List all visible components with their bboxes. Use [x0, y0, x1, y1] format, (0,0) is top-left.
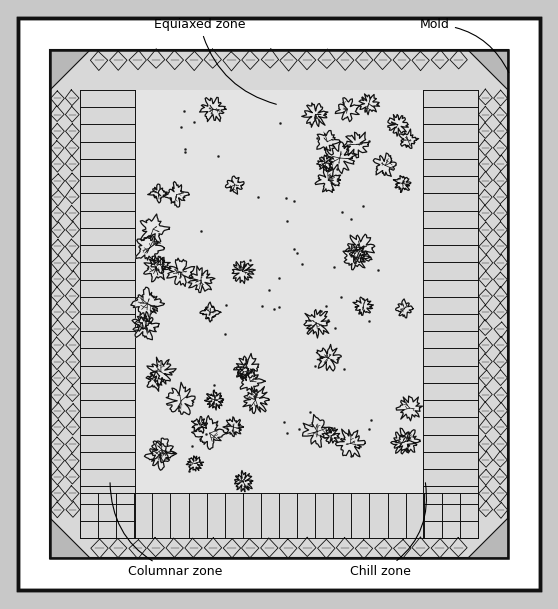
Polygon shape	[322, 428, 340, 443]
Polygon shape	[243, 387, 269, 414]
Polygon shape	[399, 129, 418, 149]
Polygon shape	[136, 234, 164, 261]
Polygon shape	[145, 441, 177, 470]
Polygon shape	[373, 153, 396, 177]
Polygon shape	[167, 258, 195, 286]
Polygon shape	[234, 471, 253, 492]
Polygon shape	[393, 175, 411, 192]
Polygon shape	[223, 417, 243, 437]
Polygon shape	[468, 518, 508, 558]
Polygon shape	[143, 256, 171, 282]
Polygon shape	[50, 50, 90, 90]
Bar	[50, 50, 508, 558]
Polygon shape	[396, 396, 422, 421]
Polygon shape	[186, 456, 204, 471]
Polygon shape	[349, 244, 367, 262]
Polygon shape	[302, 103, 328, 127]
Polygon shape	[345, 234, 375, 264]
Polygon shape	[395, 428, 420, 454]
Polygon shape	[237, 363, 252, 381]
Polygon shape	[140, 214, 170, 242]
Polygon shape	[131, 287, 164, 322]
Polygon shape	[468, 50, 508, 90]
Bar	[135, 90, 423, 493]
Polygon shape	[200, 97, 226, 122]
Polygon shape	[388, 114, 408, 136]
Polygon shape	[132, 311, 160, 340]
Text: Columnar zone: Columnar zone	[110, 483, 222, 578]
Polygon shape	[191, 417, 208, 433]
Polygon shape	[391, 432, 415, 453]
Bar	[50, 50, 508, 558]
Polygon shape	[166, 382, 195, 415]
Text: Equiaxed zone: Equiaxed zone	[154, 18, 276, 104]
Polygon shape	[353, 297, 373, 315]
Polygon shape	[134, 316, 151, 331]
Polygon shape	[234, 353, 259, 380]
Polygon shape	[146, 372, 165, 391]
Polygon shape	[225, 176, 244, 194]
Polygon shape	[148, 184, 167, 203]
Polygon shape	[325, 142, 357, 174]
Polygon shape	[232, 261, 256, 284]
Polygon shape	[302, 415, 333, 447]
Polygon shape	[335, 429, 365, 457]
Polygon shape	[359, 94, 379, 114]
Polygon shape	[188, 266, 215, 292]
Polygon shape	[240, 369, 265, 393]
Polygon shape	[396, 299, 413, 318]
Polygon shape	[147, 357, 176, 385]
Polygon shape	[315, 166, 340, 192]
Polygon shape	[205, 390, 224, 410]
Polygon shape	[304, 309, 330, 338]
Polygon shape	[191, 415, 227, 449]
Polygon shape	[151, 256, 170, 273]
Polygon shape	[151, 438, 176, 463]
Text: Chill zone: Chill zone	[350, 483, 426, 578]
Polygon shape	[50, 518, 90, 558]
Polygon shape	[200, 302, 221, 322]
Text: Mold: Mold	[420, 18, 509, 72]
Polygon shape	[317, 155, 333, 172]
Polygon shape	[343, 244, 371, 270]
Polygon shape	[317, 130, 340, 155]
Polygon shape	[316, 345, 341, 371]
Polygon shape	[164, 181, 189, 207]
Polygon shape	[335, 97, 360, 122]
Polygon shape	[343, 132, 369, 158]
